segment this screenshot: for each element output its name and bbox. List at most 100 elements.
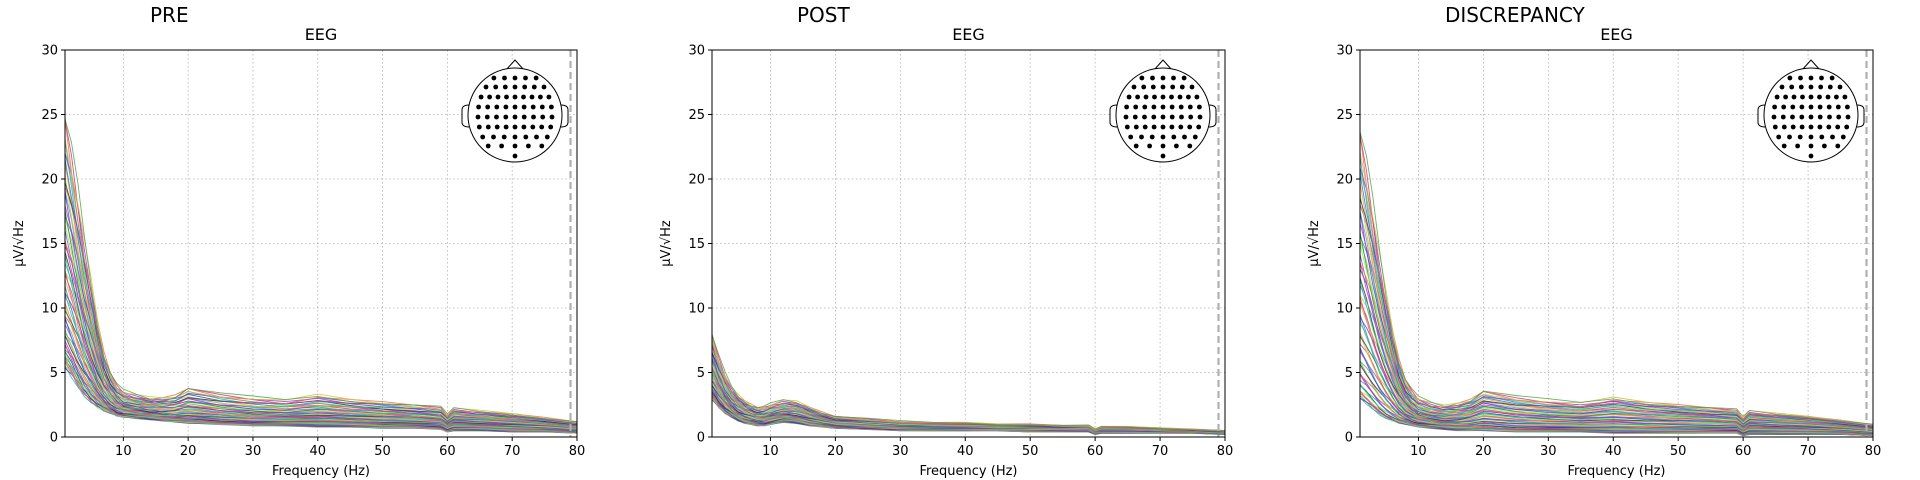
sensor-dot — [499, 143, 504, 149]
sensor-dot — [1790, 114, 1795, 120]
y-tick-label: 10 — [41, 302, 58, 317]
sensor-dot — [1142, 104, 1148, 110]
x-tick-label: 30 — [245, 444, 262, 459]
channel-line — [64, 118, 578, 423]
sensor-dot — [530, 124, 536, 130]
sensor-dot — [1160, 153, 1166, 159]
head-left-ear — [461, 104, 470, 128]
sensor-dot — [1188, 114, 1194, 120]
sensor-dot — [540, 114, 546, 120]
sensor-dot — [1171, 134, 1177, 140]
sensor-dot — [493, 84, 499, 90]
sensor-dot — [1798, 75, 1803, 81]
axes-title: EEG — [1600, 25, 1633, 44]
sensor-dot — [549, 104, 554, 110]
x-axis-label: Frequency (Hz) — [272, 464, 370, 479]
y-tick-label: 0 — [1345, 431, 1353, 446]
sensor-dot — [1160, 114, 1166, 120]
sensor-dot — [1186, 94, 1191, 100]
sensor-dot — [541, 84, 547, 90]
panel-pre: PRE EEG 10 20 30 40 50 60 70 80 0 5 10 15 20 25 30 Freque… — [12, 3, 585, 479]
panel-post: POST EEG 10 20 30 40 50 60 70 80 0 5 10 15 20 25 30 Frequ… — [659, 3, 1233, 479]
sensor-dot — [538, 94, 543, 100]
channel-line — [64, 175, 578, 425]
channel-lines — [64, 118, 578, 434]
y-tick-label: 20 — [1336, 173, 1353, 188]
y-tick-label: 30 — [1336, 44, 1353, 59]
sensor-dot — [1772, 124, 1778, 130]
sensor-dot — [521, 124, 527, 130]
y-tick-label: 10 — [1336, 302, 1353, 317]
sensor-dot — [1197, 114, 1203, 120]
sensor-dot — [494, 104, 500, 110]
x-tick-label: 30 — [1540, 444, 1557, 459]
sensor-dot — [512, 84, 518, 90]
y-tick-label: 5 — [697, 366, 705, 381]
x-tick-label: 80 — [569, 444, 586, 459]
sensor-dot — [1783, 94, 1788, 100]
sensor-dot — [512, 124, 518, 130]
sensor-dot — [1818, 84, 1824, 90]
y-tick-label: 25 — [41, 108, 58, 123]
sensor-dot — [512, 104, 518, 110]
sensor-dot — [1187, 143, 1193, 149]
x-axis-label: Frequency (Hz) — [919, 464, 1017, 479]
sensor-dot — [521, 104, 527, 110]
sensor-dot — [512, 114, 518, 120]
sensor-dot — [494, 114, 499, 120]
sensor-dot — [1132, 114, 1138, 120]
channel-line — [1359, 314, 1874, 433]
sensor-dot — [512, 143, 518, 149]
sensor-dot — [485, 124, 491, 130]
channel-line — [64, 205, 578, 427]
sensor-dot — [485, 143, 491, 149]
sensor-dot — [1808, 153, 1814, 159]
sensor-dot — [1830, 134, 1835, 140]
x-tick-label: 50 — [374, 444, 391, 459]
sensor-dot — [1169, 104, 1175, 110]
sensor-dot — [1181, 75, 1187, 81]
sensor-dot — [1826, 104, 1832, 110]
channel-line — [64, 153, 578, 424]
head-left-ear — [1109, 104, 1118, 128]
sensor-dot — [1817, 114, 1823, 120]
y-tick-label: 20 — [688, 173, 705, 188]
sensor-dot — [1827, 114, 1832, 120]
sensor-dot — [522, 84, 528, 90]
sensor-dot — [1133, 104, 1139, 110]
sensor-dot — [1150, 84, 1156, 90]
head-nose — [1153, 59, 1173, 71]
panel-title: DISCREPANCY — [1445, 3, 1586, 27]
sensor-dot — [1126, 94, 1132, 100]
channel-line — [1359, 167, 1874, 427]
y-tick-label: 5 — [1345, 366, 1353, 381]
sensor-dot — [1774, 94, 1780, 100]
head-nose — [1801, 59, 1821, 71]
sensor-dot — [1808, 124, 1814, 130]
sensor-dot — [1825, 94, 1831, 100]
sensor-dot — [1194, 94, 1200, 100]
channel-line — [1359, 198, 1874, 428]
sensor-dot — [1827, 84, 1833, 90]
channel-line — [64, 153, 578, 424]
sensor-dot — [1817, 104, 1823, 110]
channel-line — [64, 192, 578, 426]
channel-line — [1359, 170, 1874, 427]
sensor-dot — [1781, 143, 1787, 149]
x-tick-label: 80 — [1865, 444, 1882, 459]
x-tick-label: 50 — [1670, 444, 1687, 459]
sensor-dot — [1836, 114, 1842, 120]
sensor-dot — [1150, 75, 1155, 81]
channel-line — [1359, 131, 1874, 425]
sensor-dot — [476, 124, 482, 130]
sensor-dot — [1182, 134, 1187, 140]
y-tick-label: 15 — [41, 237, 58, 252]
panel-discrepancy: DISCREPANCY EEG 10 20 30 40 50 60 70 80 0 5 10 15 20 25… — [1307, 3, 1881, 479]
sensor-dot — [1791, 94, 1797, 100]
sensor-dot — [1149, 134, 1155, 140]
sensor-dot — [1808, 143, 1814, 149]
channel-line — [64, 186, 578, 426]
sensor-dot — [531, 84, 537, 90]
sensor-dot — [530, 104, 536, 110]
sensor-dot — [1177, 94, 1183, 100]
